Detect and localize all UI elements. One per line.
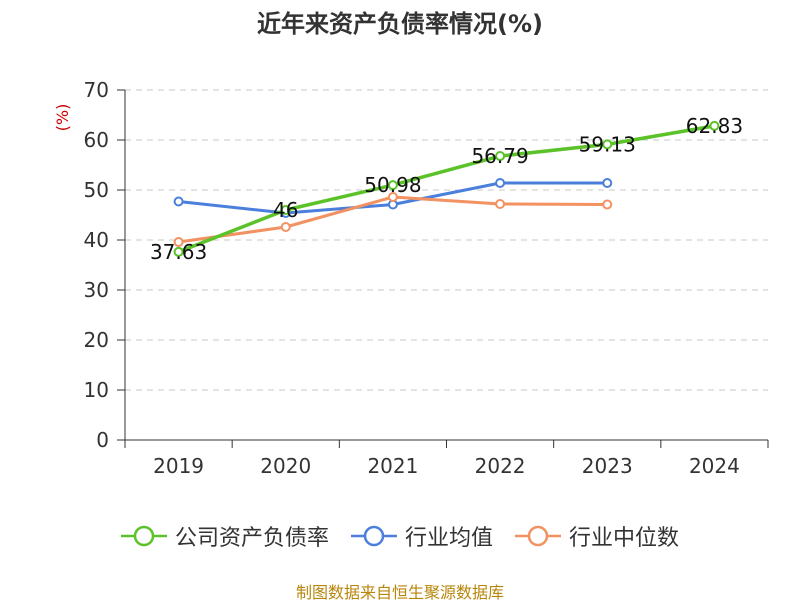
x-tick-label: 2021: [367, 454, 418, 478]
data-label: 56.79: [471, 144, 528, 168]
legend-marker-industry-median: [515, 525, 561, 547]
chart-title: 近年来资产负债率情况(%): [257, 10, 543, 38]
data-point[interactable]: [280, 222, 291, 232]
data-point[interactable]: [495, 199, 506, 209]
data-point[interactable]: [387, 180, 398, 191]
series-lines: [173, 120, 720, 257]
data-label: 50.98: [364, 173, 421, 197]
data-label: 59.13: [579, 132, 636, 156]
data-point[interactable]: [495, 178, 506, 188]
source-note: 制图数据来自恒生聚源数据库: [295, 583, 504, 602]
x-tick-label: 2024: [689, 454, 740, 478]
series-line-0: [177, 124, 715, 254]
data-point[interactable]: [173, 246, 184, 257]
data-labels: 37.63 46 50.98 56.79 59.13 62.83: [150, 114, 743, 264]
y-tick-label: 10: [84, 378, 109, 402]
y-tick-label: 60: [84, 128, 109, 152]
data-point[interactable]: [495, 151, 506, 162]
legend-label-company: 公司资产负债率: [174, 526, 329, 551]
data-label: 62.83: [686, 114, 743, 138]
legend-marker-company: [120, 525, 167, 547]
data-point[interactable]: [602, 139, 613, 150]
y-tick-label: 50: [84, 178, 109, 202]
legend-label-industry-median: 行业中位数: [569, 526, 680, 551]
grid-lines: [125, 89, 768, 391]
data-point[interactable]: [280, 205, 291, 215]
legend-marker-industry-mean: [350, 525, 397, 547]
legend-item-industry-mean[interactable]: 行业均值: [350, 520, 493, 552]
x-tick-label: 2023: [582, 454, 633, 478]
data-point[interactable]: [709, 120, 720, 131]
y-tick-label: 40: [84, 228, 109, 252]
data-point[interactable]: [173, 196, 184, 207]
data-point[interactable]: [387, 192, 398, 202]
data-label: 37.63: [150, 240, 207, 264]
legend-item-industry-median[interactable]: 行业中位数: [515, 520, 679, 552]
legend-label-industry-mean: 行业均值: [404, 526, 493, 551]
data-point[interactable]: [602, 199, 613, 210]
data-point[interactable]: [602, 178, 613, 188]
legend-item-company[interactable]: 公司资产负债率: [120, 520, 329, 552]
x-tick-label: 2020: [260, 454, 311, 478]
legend: 公司资产负债率 行业均值 行业中位数: [0, 518, 800, 554]
x-tick-label: 2019: [153, 454, 204, 478]
x-tick-label: 2022: [475, 454, 526, 478]
data-point[interactable]: [173, 237, 184, 247]
y-tick-label: 30: [84, 278, 109, 302]
axes: 0 10 20 30 40 50 60 70 2019 2020 2021 2022 2023 2024 (…: [53, 78, 769, 478]
y-tick-label: 20: [84, 328, 109, 352]
y-tick-label: 70: [84, 78, 109, 102]
y-axis-label: (%): [53, 104, 72, 132]
y-tick-label: 0: [96, 428, 109, 452]
data-label: 46: [273, 198, 298, 222]
